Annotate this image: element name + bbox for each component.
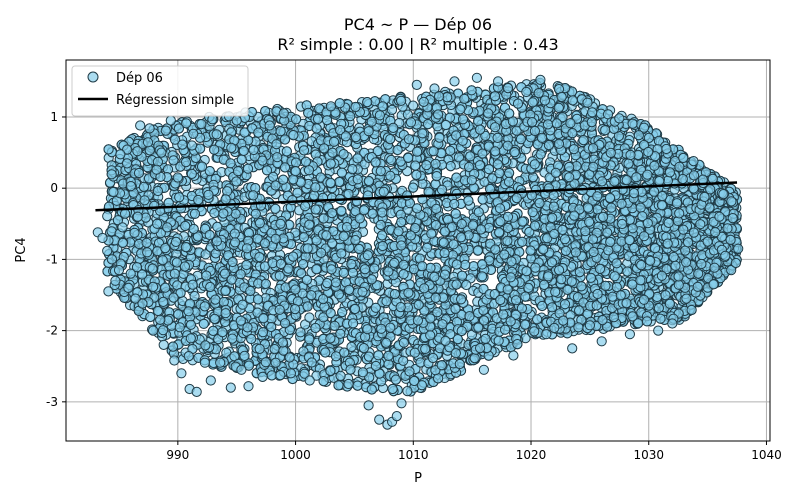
chart-title: PC4 ~ P — Dép 06	[344, 15, 492, 34]
scatter-points	[92, 72, 744, 430]
chart-subtitle: R² simple : 0.00 | R² multiple : 0.43	[277, 35, 558, 54]
scatter-point	[408, 100, 419, 111]
